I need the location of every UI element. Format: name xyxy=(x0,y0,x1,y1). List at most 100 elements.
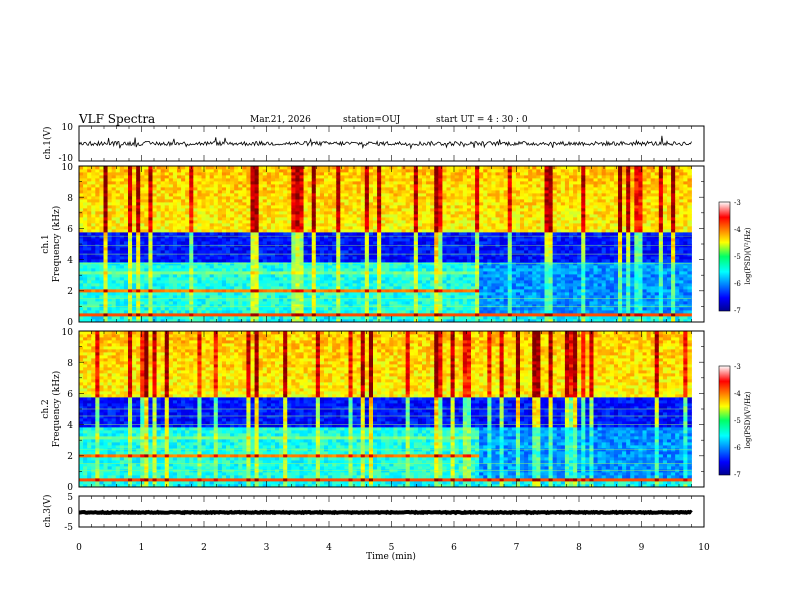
spectrogram-cell xyxy=(303,259,309,263)
spectrogram-cell xyxy=(340,286,345,290)
spectrogram-cell xyxy=(291,196,296,200)
spectrogram-cell xyxy=(87,298,92,302)
spectrogram-cell xyxy=(270,214,276,218)
spectrogram-cell xyxy=(119,283,125,287)
spectrogram-cell xyxy=(458,238,464,242)
spectrogram-cell xyxy=(438,205,443,209)
spectrogram-cell xyxy=(103,295,108,299)
spectrogram-cell xyxy=(405,259,411,263)
spectrogram-cell xyxy=(221,283,227,287)
spectrogram-cell xyxy=(364,259,370,263)
spectrogram-cell xyxy=(426,193,431,197)
spectrogram-cell xyxy=(397,319,402,323)
spectrogram-cell xyxy=(275,208,280,212)
spectrogram-cell xyxy=(185,289,190,293)
spectrogram-cell xyxy=(136,175,141,179)
spectrogram-cell xyxy=(340,310,345,314)
spectrogram-cell xyxy=(213,301,219,305)
spectrogram-cell xyxy=(266,184,272,188)
spectrogram-cell xyxy=(373,205,378,209)
spectrogram-cell xyxy=(136,292,141,296)
spectrogram-cell xyxy=(275,232,280,236)
spectrogram-cell xyxy=(287,250,292,254)
spectrogram-cell xyxy=(221,172,227,176)
spectrogram-cell xyxy=(373,181,378,185)
spectrogram-cell xyxy=(107,169,113,173)
spectrogram-cell xyxy=(385,172,390,176)
spectrogram-cell xyxy=(450,193,456,197)
spectrogram-cell xyxy=(454,232,460,236)
spectrogram-cell xyxy=(397,304,402,308)
spectrogram-cell xyxy=(405,229,411,233)
spectrogram-cell xyxy=(160,304,166,308)
spectrogram-cell xyxy=(242,169,247,173)
spectrogram-cell xyxy=(401,313,407,317)
spectrogram-cell xyxy=(275,316,280,320)
spectrogram-cell xyxy=(364,223,370,227)
spectrogram-cell xyxy=(413,271,419,275)
spectrogram-cell xyxy=(373,286,378,290)
spectrogram-cell xyxy=(287,235,292,239)
spectrogram-cell xyxy=(128,220,133,224)
spectrogram-cell xyxy=(413,253,419,257)
spectrogram-cell xyxy=(417,256,423,260)
spectrogram-cell xyxy=(123,256,129,260)
spectrogram-cell xyxy=(115,172,121,176)
spectrogram-cell xyxy=(397,181,402,185)
spectrogram-cell xyxy=(279,184,284,188)
spectrogram-cell xyxy=(152,169,157,173)
spectrogram-cell xyxy=(413,292,419,296)
spectrogram-cell xyxy=(275,298,280,302)
spectrogram-cell xyxy=(181,187,186,191)
spectrogram-cell xyxy=(438,283,443,287)
spectrogram-cell xyxy=(377,208,382,212)
spectrogram-cell xyxy=(217,301,223,305)
spectrogram-cell xyxy=(287,265,292,269)
spectrogram-cell xyxy=(213,220,219,224)
spectrogram-cell xyxy=(315,247,321,251)
spectrogram-cell xyxy=(405,175,411,179)
spectrogram-cell xyxy=(197,316,202,320)
spectrogram-cell xyxy=(152,319,157,323)
spectrogram-cell xyxy=(136,256,141,260)
spectrogram-cell xyxy=(328,298,333,302)
spectrogram-cell xyxy=(152,199,157,203)
spectrogram-cell xyxy=(205,190,211,194)
spectrogram-cell xyxy=(193,235,198,239)
spectrogram-cell xyxy=(311,214,317,218)
spectrogram-cell xyxy=(193,304,198,308)
spectrogram-cell xyxy=(315,232,321,236)
spectrogram-cell xyxy=(389,292,394,296)
spectrogram-cell xyxy=(201,196,206,200)
spectrogram-cell xyxy=(360,226,366,230)
spectrogram-cell xyxy=(83,166,88,170)
spectrogram-cell xyxy=(103,217,108,221)
spectrogram-cell xyxy=(115,247,121,251)
spectrogram-cell xyxy=(242,292,247,296)
spectrogram-cell xyxy=(454,277,460,281)
spectrogram-cell xyxy=(336,184,341,188)
spectrogram-cell xyxy=(87,205,92,209)
spectrogram-cell xyxy=(291,268,296,272)
spectrogram-cell xyxy=(319,253,325,257)
spectrogram-cell xyxy=(111,319,117,323)
spectrogram-cell xyxy=(303,286,309,290)
spectrogram-cell xyxy=(332,241,337,245)
spectrogram-cell xyxy=(123,181,129,185)
spectrogram-cell xyxy=(95,298,100,302)
spectrogram-cell xyxy=(364,166,370,170)
spectrogram-cell xyxy=(299,271,304,275)
spectrogram-cell xyxy=(168,247,174,251)
spectrogram-cell xyxy=(332,307,337,311)
spectrogram-cell xyxy=(205,271,211,275)
spectrogram-cell xyxy=(205,301,211,305)
spectrogram-cell xyxy=(144,190,149,194)
spectrogram-cell xyxy=(426,241,431,245)
spectrogram-cell xyxy=(107,229,113,233)
spectrogram-cell xyxy=(193,223,198,227)
spectrogram-cell xyxy=(205,223,211,227)
spectrogram-cell xyxy=(315,250,321,254)
spectrogram-cell xyxy=(136,271,141,275)
spectrogram-cell xyxy=(291,319,296,323)
spectrogram-cell xyxy=(242,277,247,281)
